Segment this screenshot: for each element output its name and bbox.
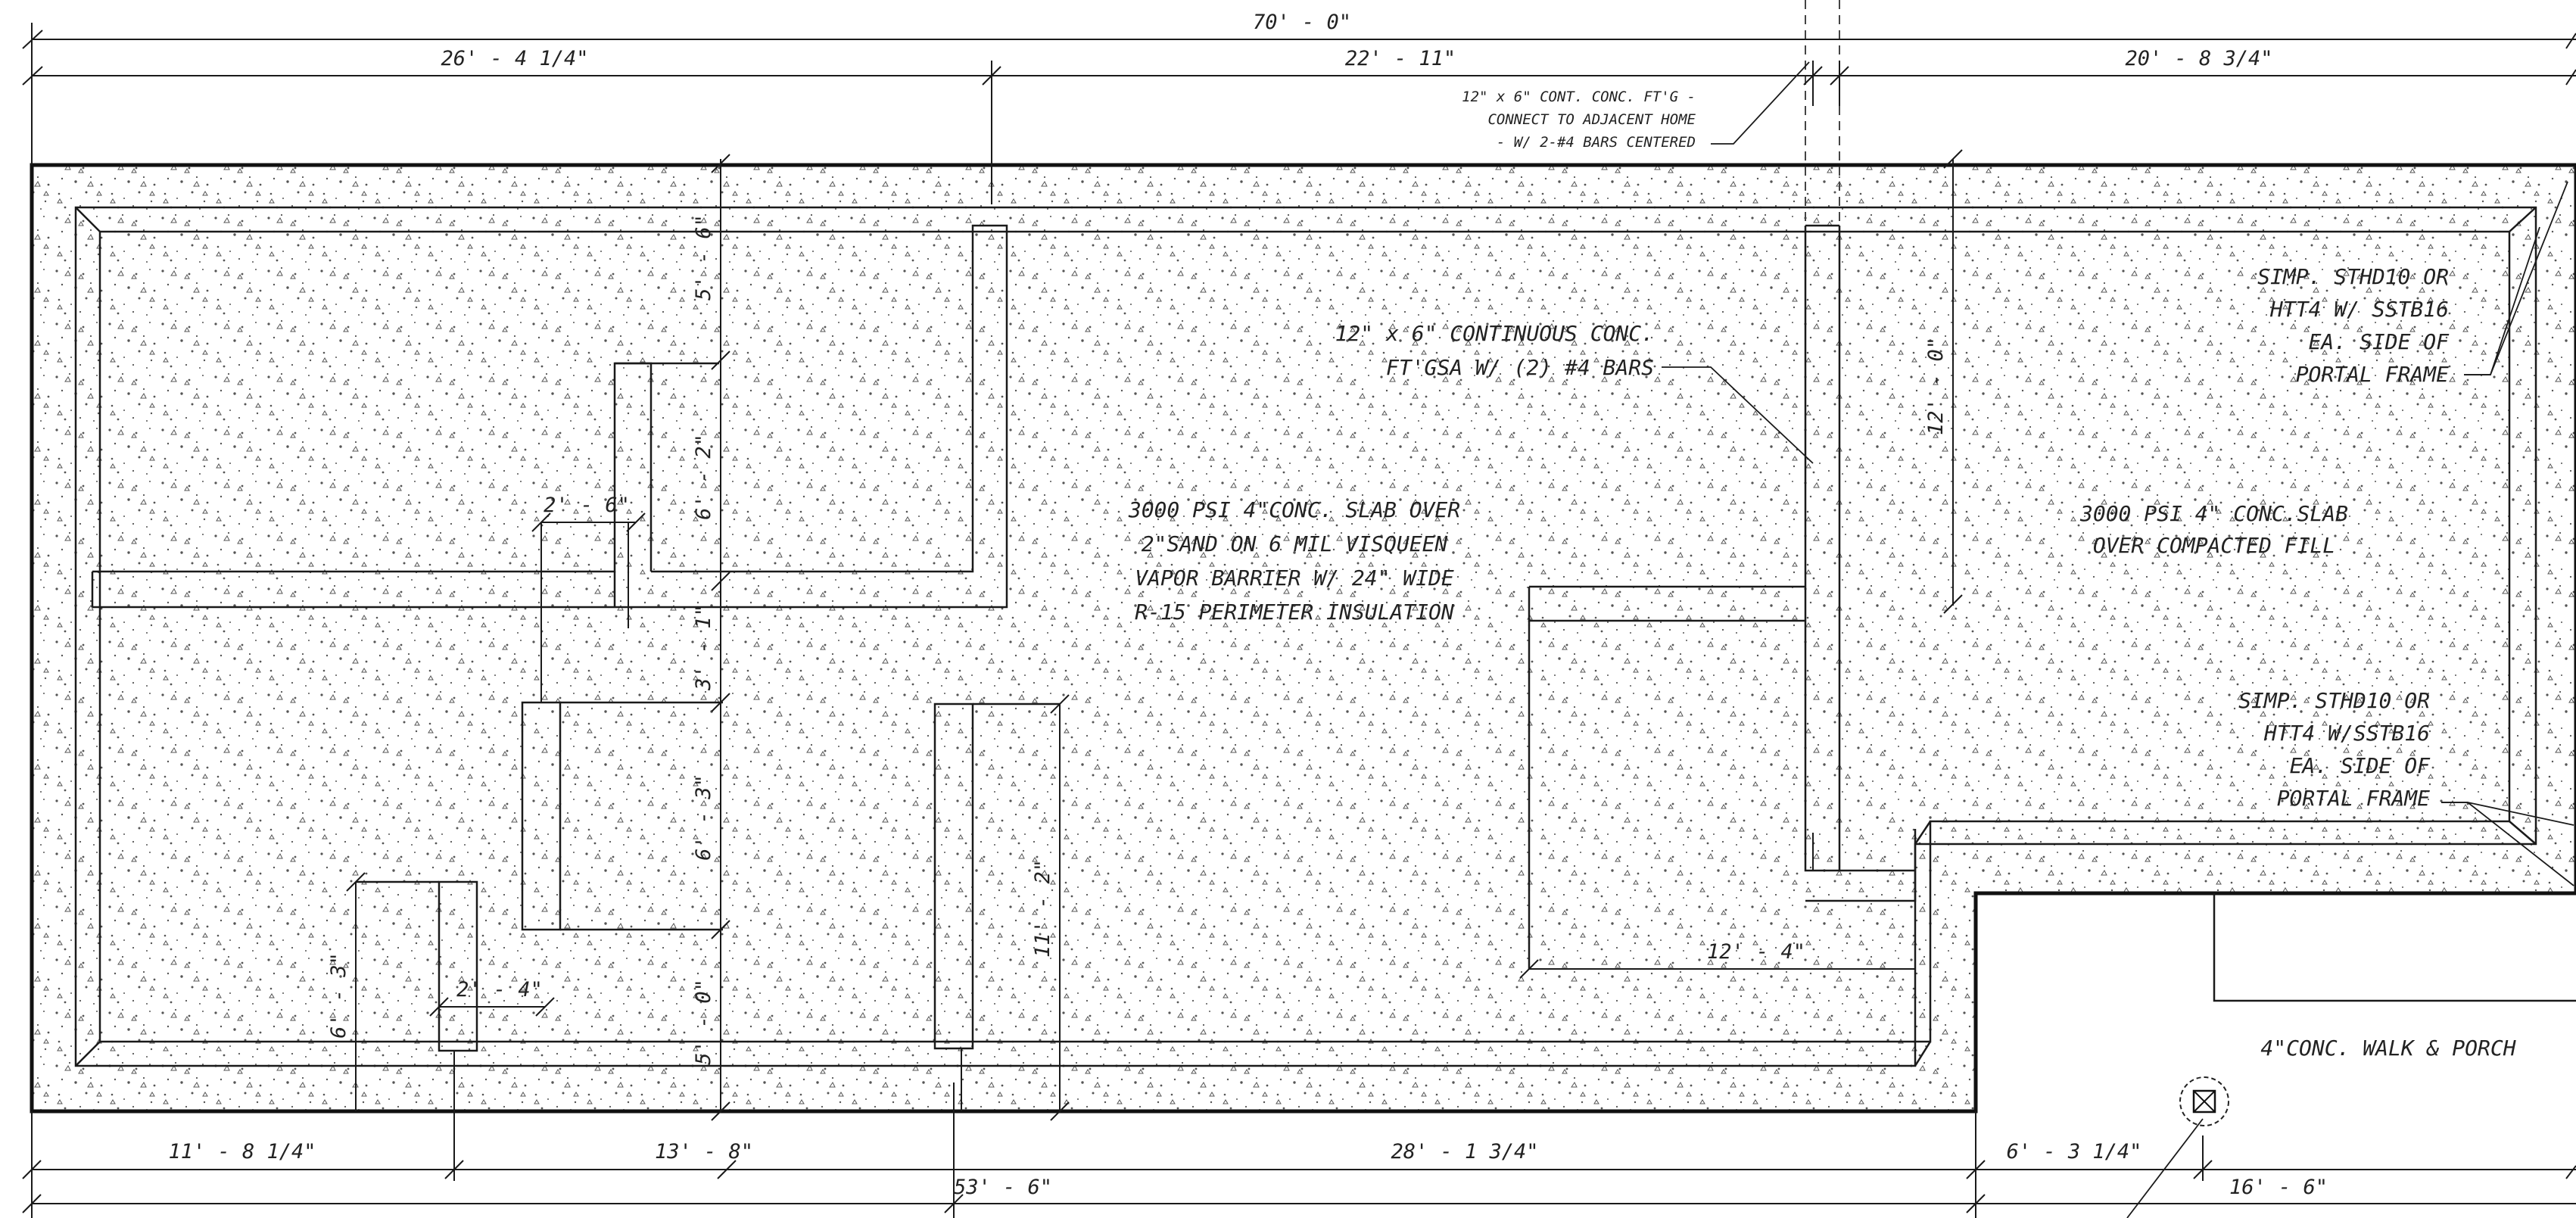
square-x-column-icon [2179,1076,2229,1126]
dim-overall-top: 70' - 0" [1253,11,1351,34]
note-simpson-top-line-3: EA. SIDE OF [2309,329,2450,354]
interior-dimension-labels: 5' - 6" 6' - 2" 3' - 1" 6' - 3" 5' - 0" … [327,214,1948,1065]
dim-6-2: 6' - 2" [692,434,715,520]
dim-2-4: 2' - 4" [456,978,543,1002]
note-adjacent-line-2: CONNECT TO ADJACENT HOME [1487,111,1696,128]
note-right-slab-line-2: OVER COMPACTED FILL [2093,533,2335,558]
dim-12-0: 12' - 0" [1924,337,1948,435]
note-continuous-line-2: FT'GSA W/ (2) #4 BARS [1386,355,1654,380]
note-simpson-bottom-line-4: PORTAL FRAME [2277,786,2430,811]
note-simpson-top-line-1: SIMP. STHD10 OR [2257,264,2449,289]
dim-bottom-4: 6' - 3 1/4" [2007,1140,2142,1163]
note-slab-line-2: 2"SAND ON 6 MIL VISQUEEN [1142,531,1448,556]
note-right-slab: 3000 PSI 4" CONC.SLAB OVER COMPACTED FIL… [2079,501,2348,558]
note-continuous-line-1: 12" x 6" CONTINUOUS CONC. [1335,321,1654,346]
note-walk-porch: 4"CONC. WALK & PORCH [2260,1036,2515,1061]
note-simpson-top: SIMP. STHD10 OR HTT4 W/ SSTB16 EA. SIDE … [2257,264,2450,387]
note-simpson-bottom-line-3: EA. SIDE OF [2290,753,2431,778]
dim-bottom-overall: 53' - 6" [954,1176,1052,1199]
note-main-slab: 3000 PSI 4"CONC. SLAB OVER 2"SAND ON 6 M… [1128,497,1460,625]
interior-dimension-lines [346,149,1963,1121]
note-simpson-top-line-2: HTT4 W/ SSTB16 [2269,297,2449,322]
dim-bottom-2: 13' - 8" [655,1140,753,1163]
dim-11-2: 11' - 2" [1031,859,1054,958]
dim-top-3: 20' - 8 3/4" [2125,47,2272,70]
adjacent-footing-dashed [1805,0,1840,226]
dim-top-2: 22' - 11" [1345,47,1456,70]
dim-bottom-right: 16' - 6" [2229,1176,2328,1199]
note-walk-line-1: 4"CONC. WALK & PORCH [2260,1036,2515,1061]
top-dimension-labels: 70' - 0" 26' - 4 1/4" 22' - 11" 20' - 8 … [441,8,2273,70]
note-slab-line-1: 3000 PSI 4"CONC. SLAB OVER [1128,497,1460,522]
note-simpson-bottom: SIMP. STHD10 OR HTT4 W/SSTB16 EA. SIDE O… [2238,688,2431,811]
note-continuous-footing: 12" x 6" CONTINUOUS CONC. FT'GSA W/ (2) … [1335,321,1654,380]
note-slab-line-3: VAPOR BARRIER W/ 24" WIDE [1135,565,1454,590]
dim-3-1: 3' - 1" [692,604,715,691]
leader-lines [1662,61,2574,1218]
dim-5-6: 5' - 6" [692,214,715,301]
note-simpson-bottom-line-2: HTT4 W/SSTB16 [2263,721,2430,746]
note-right-slab-line-1: 3000 PSI 4" CONC.SLAB [2079,501,2348,526]
note-adjacent-line-1: 12" x 6" CONT. CONC. FT'G - [1462,89,1696,105]
note-simpson-bottom-line-1: SIMP. STHD10 OR [2238,688,2430,713]
dim-bottom-3: 28' - 1 3/4" [1391,1140,1538,1163]
note-slab-line-4: R-15 PERIMETER INSULATION [1135,600,1454,625]
note-simpson-top-line-4: PORTAL FRAME [2296,362,2449,387]
interior-footings [91,224,2576,1052]
dim-5-0: 5' - 0" [692,979,715,1065]
slab-outline [30,163,2576,1114]
bottom-dimensions [22,1051,2576,1218]
bottom-dimension-labels: 11' - 8 1/4" 13' - 8" 28' - 1 3/4" 6' - … [168,1140,2328,1199]
dim-top-1: 26' - 4 1/4" [441,47,588,70]
dim-6-3-right: 6' - 3" [692,774,715,861]
dim-6-3-left: 6' - 3" [327,952,350,1039]
dim-12-4: 12' - 4" [1707,940,1805,964]
dim-bottom-1: 11' - 8 1/4" [168,1140,316,1163]
note-adjacent-line-3: - W/ 2-#4 BARS CENTERED [1497,134,1696,151]
note-adjacent-footing: 12" x 6" CONT. CONC. FT'G - CONNECT TO A… [1462,89,1696,151]
dim-2-6: 2' - 6" [544,494,630,517]
top-dimensions [22,23,2576,204]
